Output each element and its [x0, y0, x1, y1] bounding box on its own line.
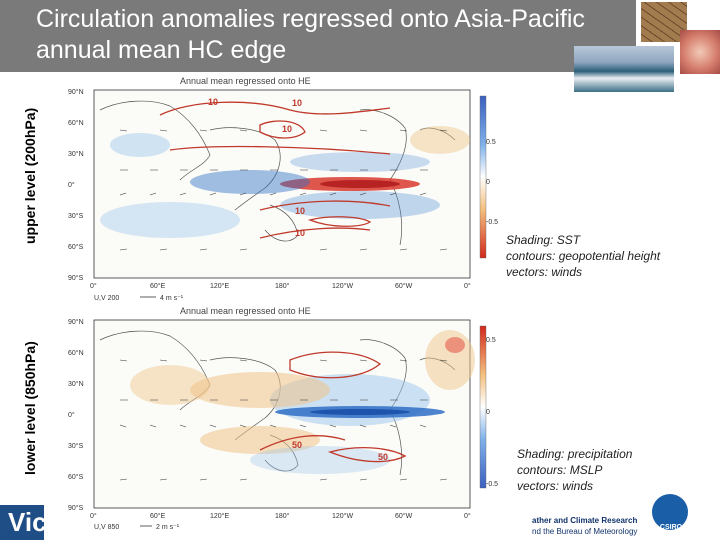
victoria-logo: Vic — [0, 505, 47, 540]
svg-text:90°S: 90°S — [68, 274, 84, 282]
svg-text:180°: 180° — [275, 512, 290, 520]
svg-text:0°: 0° — [464, 512, 471, 520]
lower-map-panel: Annual mean regressed onto HE 50 50 90°N … — [68, 306, 498, 531]
upper-colorbar-ticks: 0.5 0 -0.5 — [486, 139, 498, 226]
svg-text:120°E: 120°E — [210, 512, 229, 520]
ocean-wave-image — [574, 46, 674, 92]
footer-line-2: nd the Bureau of Meteorology — [532, 527, 638, 536]
lower-caption: Shading: precipitation contours: MSLP ve… — [517, 446, 717, 494]
svg-text:60°S: 60°S — [68, 473, 84, 481]
lower-lat-labels: 90°N 60°N 30°N 0° 30°S 60°S 90°S — [68, 318, 84, 512]
svg-text:90°N: 90°N — [68, 318, 84, 326]
upper-vector-unit: 4 m s⁻¹ — [160, 295, 184, 302]
svg-text:30°N: 30°N — [68, 150, 84, 158]
svg-text:0°: 0° — [90, 282, 97, 290]
upper-coastlines — [99, 100, 456, 246]
lower-contour-labels: 50 50 — [292, 440, 388, 462]
upper-lat-labels: 90°N 60°N 30°N 0° 30°S 60°S 90°S — [68, 88, 84, 282]
svg-text:60°W: 60°W — [395, 282, 413, 290]
slide-title: Circulation anomalies regressed onto Asi… — [36, 5, 585, 64]
csiro-logo-text: CSIRO — [659, 524, 683, 531]
lower-colorbar — [479, 325, 487, 489]
lower-mslp-contours — [259, 351, 407, 463]
title-bar: Circulation anomalies regressed onto Asi… — [0, 0, 636, 72]
lower-caption-shading: Shading: precipitation — [517, 447, 633, 461]
lower-precip-shading — [130, 330, 475, 474]
svg-text:-0.5: -0.5 — [486, 219, 498, 226]
svg-text:90°N: 90°N — [68, 88, 84, 96]
footer-line-1: ather and Climate Research — [532, 516, 638, 525]
svg-text:50: 50 — [378, 452, 388, 462]
lower-caption-contours: contours: MSLP — [517, 463, 603, 477]
upper-plot-title: Annual mean regressed onto HE — [180, 76, 311, 86]
svg-text:180°: 180° — [275, 282, 290, 290]
svg-text:0: 0 — [486, 179, 490, 186]
svg-text:-0.5: -0.5 — [486, 481, 498, 488]
svg-text:0°: 0° — [464, 282, 471, 290]
upper-level-label: upper level (200hPa) — [22, 107, 38, 245]
svg-text:10: 10 — [208, 97, 218, 107]
upper-colorbar — [479, 95, 487, 259]
cracked-earth-image — [641, 2, 687, 42]
lower-colorbar-ticks: 0.5 0 -0.5 — [486, 337, 498, 488]
lower-plot-title: Annual mean regressed onto HE — [180, 306, 311, 316]
svg-text:10: 10 — [282, 124, 292, 134]
svg-text:60°E: 60°E — [150, 512, 166, 520]
upper-sst-shading — [100, 126, 470, 238]
svg-text:30°S: 30°S — [68, 442, 84, 450]
svg-text:0: 0 — [486, 409, 490, 416]
csiro-logo-icon — [652, 494, 688, 530]
svg-text:90°S: 90°S — [68, 504, 84, 512]
svg-text:30°N: 30°N — [68, 380, 84, 388]
svg-text:0°: 0° — [68, 411, 75, 419]
upper-lon-labels: 0° 60°E 120°E 180° 120°W 60°W 0° — [90, 282, 471, 290]
svg-text:60°S: 60°S — [68, 243, 84, 251]
upper-caption-contours: contours: geopotential height — [506, 249, 661, 263]
lower-lon-labels: 0° 60°E 120°E 180° 120°W 60°W 0° — [90, 512, 471, 520]
svg-text:10: 10 — [295, 206, 305, 216]
upper-caption-shading: Shading: SST — [506, 233, 581, 247]
svg-text:50: 50 — [292, 440, 302, 450]
svg-text:0.5: 0.5 — [486, 139, 496, 146]
svg-text:60°E: 60°E — [150, 282, 166, 290]
lower-caption-vectors: vectors: winds — [517, 479, 594, 493]
lower-level-label: lower level (850hPa) — [22, 341, 38, 475]
upper-wind-vectors — [119, 129, 448, 251]
svg-text:0°: 0° — [68, 181, 75, 189]
svg-text:0.5: 0.5 — [486, 337, 496, 344]
upper-caption: Shading: SST contours: geopotential heig… — [506, 232, 716, 280]
svg-text:60°W: 60°W — [395, 512, 413, 520]
upper-height-contours — [159, 101, 391, 239]
svg-text:0°: 0° — [90, 512, 97, 520]
svg-text:60°N: 60°N — [68, 119, 84, 127]
upper-contour-labels: 10 10 10 10 10 — [208, 97, 305, 238]
upper-vector-key: U,V 200 — [94, 295, 119, 302]
svg-text:30°S: 30°S — [68, 212, 84, 220]
upper-caption-vectors: vectors: winds — [506, 265, 583, 279]
svg-text:120°W: 120°W — [332, 512, 353, 520]
svg-text:120°E: 120°E — [210, 282, 229, 290]
svg-text:10: 10 — [292, 98, 302, 108]
svg-text:120°W: 120°W — [332, 282, 353, 290]
svg-text:10: 10 — [295, 228, 305, 238]
lower-wind-vectors — [119, 359, 448, 481]
lower-vector-unit: 2 m s⁻¹ — [156, 524, 180, 531]
lower-vector-key: U,V 850 — [94, 524, 119, 531]
svg-text:60°N: 60°N — [68, 349, 84, 357]
cloud-image — [680, 30, 720, 74]
